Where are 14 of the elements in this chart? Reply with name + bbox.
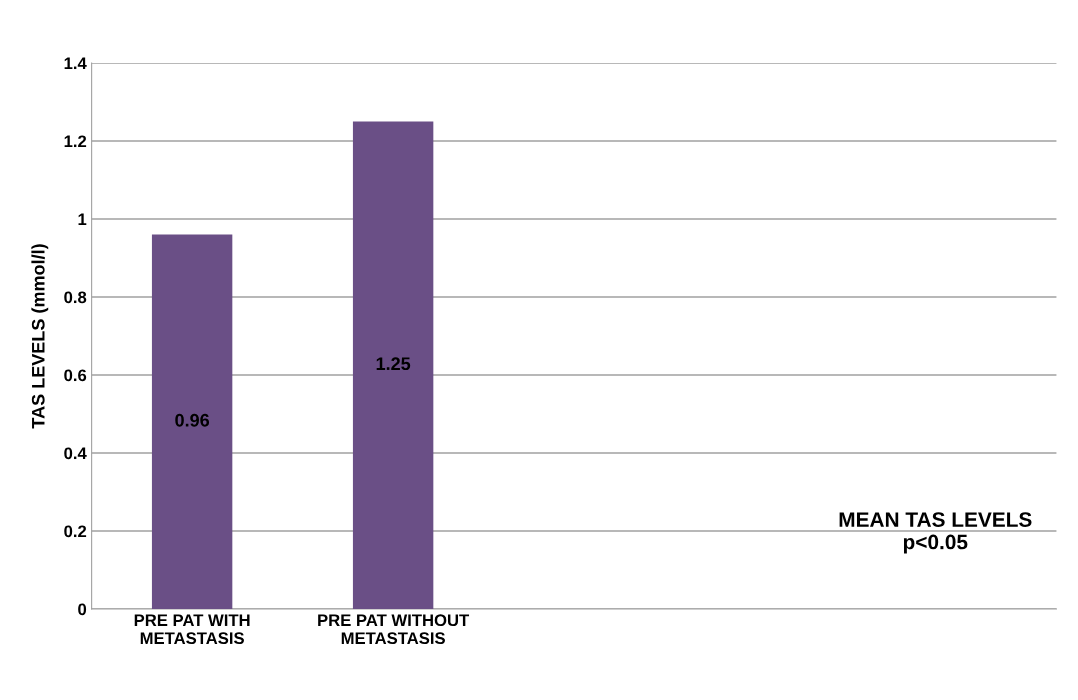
y-tick-label: 0.2 <box>64 525 87 538</box>
y-axis-title: TAS LEVELS (mmol/l) <box>31 244 49 429</box>
x-tick-label: PRE PAT WITH METASTASIS <box>134 614 250 645</box>
text: MEAN TAS LEVELS p<0.05 <box>839 512 1032 554</box>
y-tick-label: 0 <box>78 603 87 616</box>
data-label: 0.96 <box>175 413 210 427</box>
y-tick-label: 1.4 <box>64 57 87 70</box>
y-tick-label: 1 <box>78 213 87 226</box>
y-tick-label: 1.2 <box>64 135 87 148</box>
data-label: 1.25 <box>376 357 411 371</box>
y-tick-label: 0.8 <box>64 291 87 304</box>
y-tick-label: 0.6 <box>64 369 87 382</box>
y-tick-label: 0.4 <box>64 447 87 460</box>
x-tick-label: PRE PAT WITHOUT METASTASIS <box>318 614 470 645</box>
